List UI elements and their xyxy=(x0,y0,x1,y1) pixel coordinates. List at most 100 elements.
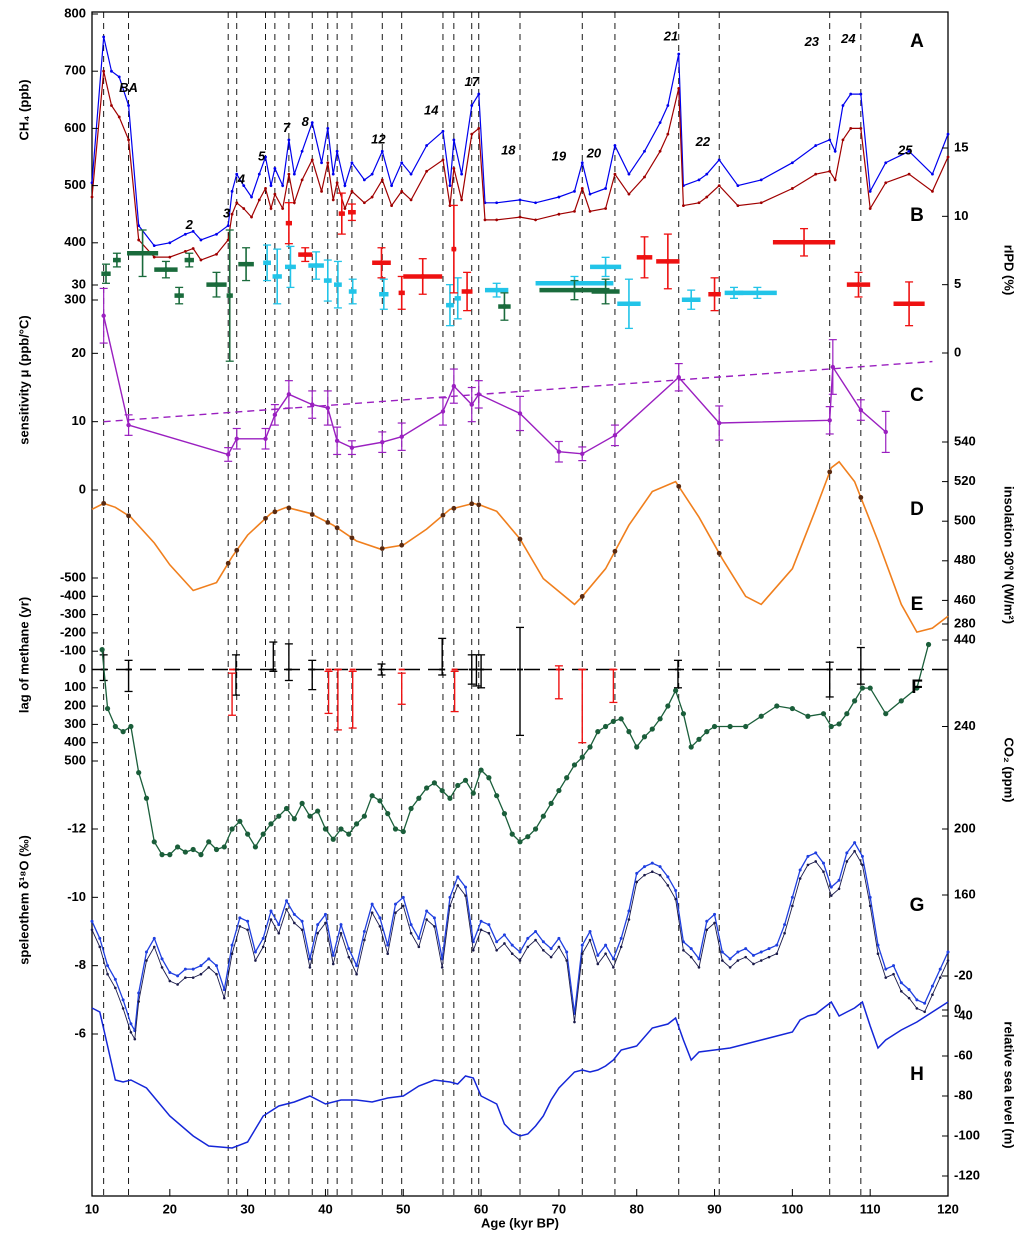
co2-series-point xyxy=(626,729,632,735)
speleothem-series-2-point xyxy=(152,945,156,949)
speleothem-series-point xyxy=(144,950,148,954)
speleothem-series-point xyxy=(386,943,390,947)
ripd-center xyxy=(494,287,500,293)
speleothem-series-point xyxy=(930,984,934,988)
co2-series-point xyxy=(914,685,920,691)
sensitivity-series-point xyxy=(612,433,618,438)
lag-axis-tick-label: 400 xyxy=(64,734,86,749)
ch4-series-2-point xyxy=(409,198,413,202)
speleothem-series-2-point xyxy=(931,993,934,997)
ch4-axis-tick-label: 800 xyxy=(64,5,86,20)
co2-series-point xyxy=(564,775,570,781)
speleothem-series-point xyxy=(378,916,382,920)
ripd-center xyxy=(455,295,461,301)
speleothem-series-point xyxy=(339,923,343,927)
co2-series-point xyxy=(112,723,118,730)
co2-series-point xyxy=(758,713,764,719)
sea-level-axis-tick-label: -80 xyxy=(954,1087,973,1102)
speleothem-series-point xyxy=(697,957,701,961)
speleothem-axis-tick-label: -12 xyxy=(67,820,86,835)
speleothem-series-point xyxy=(650,861,654,865)
ch4-series-1-point xyxy=(677,52,681,56)
co2-series-point xyxy=(673,688,679,694)
ch4-series-1-point xyxy=(907,149,911,153)
ch4-series-1-point xyxy=(790,161,794,165)
speleothem-series-2-point xyxy=(791,904,794,908)
speleothem-series-point xyxy=(518,950,522,954)
speleothem-series-2-point xyxy=(378,925,382,928)
panel-letter-F: F xyxy=(911,677,923,698)
speleothem-series-point xyxy=(565,950,569,954)
speleothem-series-2-point xyxy=(464,894,467,897)
ch4-series-1-point xyxy=(331,172,335,176)
ch4-series-1-point xyxy=(110,69,113,73)
speleothem-right-tick-label: 0 xyxy=(954,1001,961,1016)
ch4-series-2-point xyxy=(310,158,314,162)
ch4-series-2-point xyxy=(907,172,911,176)
speleothem-axis-tick-label: -6 xyxy=(74,1025,86,1040)
co2-series-point xyxy=(299,800,305,806)
sensitivity-series-point xyxy=(676,375,681,380)
insolation-marker xyxy=(325,519,331,525)
insolation-marker xyxy=(272,509,278,515)
ch4-series-1-point xyxy=(269,184,273,188)
speleothem-series-2-point xyxy=(806,863,810,867)
speleothem-series-2-point xyxy=(222,996,226,1000)
insolation-marker xyxy=(858,495,864,500)
speleothem-series-2-point xyxy=(767,955,771,959)
insolation-axis-title: insolation 30°N (W/m²) xyxy=(1002,486,1017,624)
event-number-label: 25 xyxy=(897,143,913,158)
ch4-series-2-point xyxy=(841,138,845,142)
speleothem-series-point xyxy=(417,936,421,940)
ch4-series-1-point xyxy=(400,161,404,165)
speleothem-series-point xyxy=(121,998,125,1002)
speleothem-series-point xyxy=(619,936,623,940)
ch4-series-2-point xyxy=(697,201,701,205)
ripd-center xyxy=(339,211,345,217)
speleothem-series-2-point xyxy=(409,931,413,935)
x-axis-title: Age (kyr BP) xyxy=(481,1215,559,1230)
ch4-series-1-point xyxy=(759,178,763,182)
speleothem-series-point xyxy=(215,964,219,968)
ch4-series-2-point xyxy=(717,184,721,188)
co2-series-point xyxy=(385,811,391,817)
co2-series-point xyxy=(167,852,173,858)
speleothem-series-point xyxy=(806,854,810,858)
ch4-series-1-point xyxy=(452,138,456,142)
ch4-series-2-point xyxy=(495,218,499,222)
sea-level-axis-tick-label: -40 xyxy=(954,1007,973,1022)
speleothem-series-2-point xyxy=(542,948,545,952)
co2-series-point xyxy=(774,703,780,709)
sensitivity-series-point xyxy=(263,436,268,441)
co2-series-point xyxy=(649,726,655,732)
event-number-label: 8 xyxy=(302,114,310,129)
co2-series-point xyxy=(470,790,476,796)
sensitivity-series-point xyxy=(440,409,446,414)
speleothem-series-2-point xyxy=(254,959,257,962)
ch4-series-1-point xyxy=(859,92,863,96)
x-axis-tick-label: 10 xyxy=(85,1201,99,1216)
x-axis-tick-label: 50 xyxy=(396,1201,410,1216)
co2-series-point xyxy=(898,698,904,704)
ch4-series-2-point xyxy=(557,212,561,216)
ch4-series-1-point xyxy=(814,144,818,147)
sensitivity-series-point xyxy=(325,405,330,411)
ch4-series-1-point xyxy=(833,149,837,153)
ch4-series-1-point xyxy=(127,104,130,107)
speleothem-series-2-point xyxy=(650,870,654,874)
speleothem-series-2-point xyxy=(923,1010,926,1014)
co2-series-point xyxy=(353,821,360,827)
ch4-series-2-point xyxy=(441,158,445,162)
speleothem-series-point xyxy=(759,950,763,954)
ripd-axis-tick-label: 15 xyxy=(954,139,968,154)
speleothem-series-point xyxy=(541,940,545,944)
co2-axis-tick-label: 240 xyxy=(954,718,976,733)
ripd-center xyxy=(214,282,220,288)
ripd-center xyxy=(227,293,233,299)
co2-series-point xyxy=(478,767,484,773)
co2-series-point xyxy=(634,744,640,750)
ch4-series-2-point xyxy=(573,209,576,213)
ripd-axis-title: rIPD (%) xyxy=(1002,245,1017,296)
ch4-series-1-point xyxy=(931,172,934,176)
insolation-curve xyxy=(91,460,949,634)
